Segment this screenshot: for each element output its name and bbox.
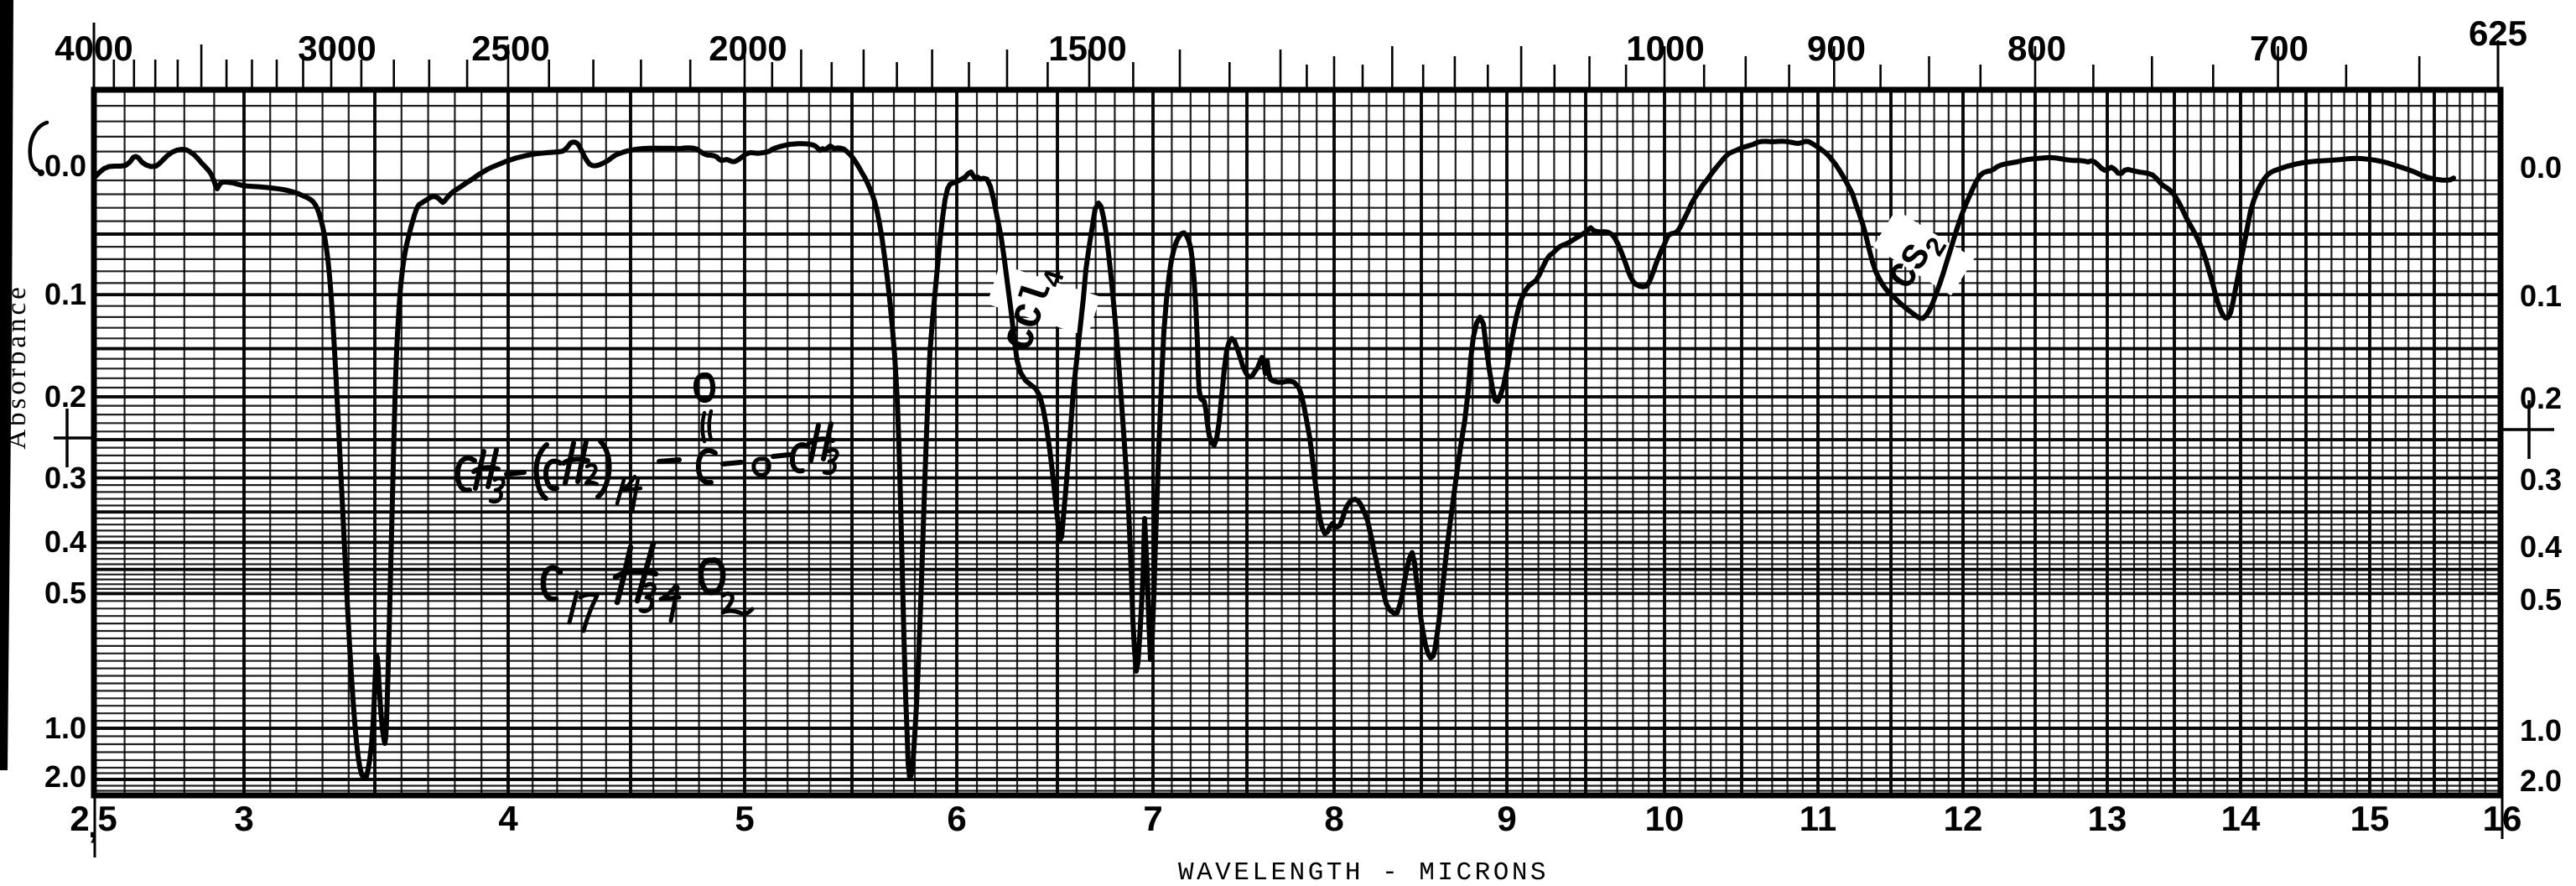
svg-text:0.5: 0.5 xyxy=(44,576,86,610)
svg-text:4: 4 xyxy=(498,799,518,838)
svg-text:0.2: 0.2 xyxy=(2520,381,2562,415)
svg-text:7: 7 xyxy=(1143,799,1162,838)
svg-text:9: 9 xyxy=(1497,799,1516,838)
svg-text:0.3: 0.3 xyxy=(44,461,86,495)
svg-text:900: 900 xyxy=(1807,29,1866,68)
svg-text:3000: 3000 xyxy=(298,29,376,68)
svg-text:10: 10 xyxy=(1645,799,1685,838)
svg-text:13: 13 xyxy=(2088,799,2127,838)
svg-text:1500: 1500 xyxy=(1048,29,1126,68)
svg-text:0.5: 0.5 xyxy=(2520,582,2562,617)
svg-text:0.4: 0.4 xyxy=(2520,529,2562,564)
svg-text:14: 14 xyxy=(2221,799,2261,838)
svg-text:0.0: 0.0 xyxy=(2520,150,2562,185)
svg-text:2500: 2500 xyxy=(471,29,549,68)
svg-text:8: 8 xyxy=(1324,799,1343,838)
svg-text:3: 3 xyxy=(234,799,253,838)
svg-text:2.0: 2.0 xyxy=(2520,764,2562,798)
svg-text:2.0: 2.0 xyxy=(44,759,86,794)
svg-text:2000: 2000 xyxy=(709,29,787,68)
svg-text:5: 5 xyxy=(97,799,117,838)
svg-text:16: 16 xyxy=(2483,799,2522,838)
svg-text:0.3: 0.3 xyxy=(2520,462,2562,497)
svg-text:0.0: 0.0 xyxy=(44,149,86,183)
svg-text:800: 800 xyxy=(2007,29,2066,68)
svg-text:1000: 1000 xyxy=(1626,29,1704,68)
svg-text:1.0: 1.0 xyxy=(2520,713,2562,748)
svg-text:700: 700 xyxy=(2250,29,2309,68)
svg-text:0.1: 0.1 xyxy=(2520,279,2562,313)
svg-text:15: 15 xyxy=(2350,799,2390,838)
svg-text:0.1: 0.1 xyxy=(44,277,86,311)
svg-text:625: 625 xyxy=(2469,13,2527,53)
svg-text:2: 2 xyxy=(70,799,89,838)
svg-text:4000: 4000 xyxy=(55,29,132,68)
svg-text:6: 6 xyxy=(947,799,966,838)
svg-text:WAVELENGTH - MICRONS: WAVELENGTH - MICRONS xyxy=(1178,858,1549,886)
svg-text:0.4: 0.4 xyxy=(44,524,86,559)
svg-text:5: 5 xyxy=(735,799,754,838)
svg-text:12: 12 xyxy=(1944,799,1983,838)
svg-text:1.0: 1.0 xyxy=(44,711,86,745)
svg-text:,: , xyxy=(88,805,98,845)
svg-text:11: 11 xyxy=(1800,799,1836,838)
svg-text:0.2: 0.2 xyxy=(44,379,86,414)
